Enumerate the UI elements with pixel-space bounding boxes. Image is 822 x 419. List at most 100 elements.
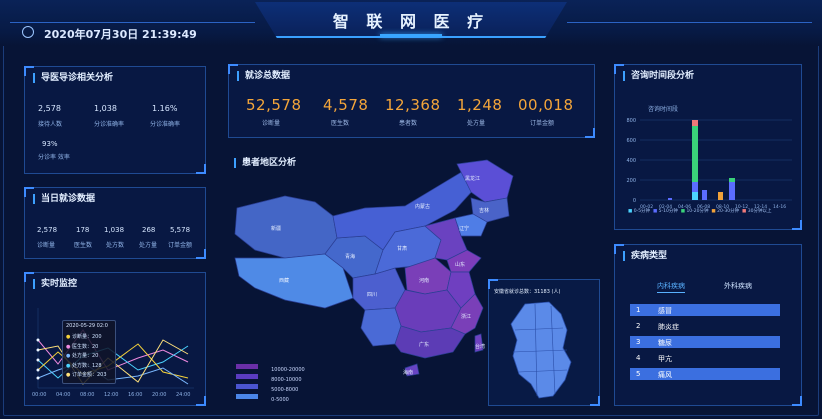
list-item[interactable]: 1 感冒: [630, 304, 780, 316]
today-item-value: 1,038: [104, 226, 125, 234]
y-tick-label: 400: [626, 158, 636, 164]
tab-surgery[interactable]: 外科疾病: [724, 282, 752, 290]
reg-item-label: 分诊准确率: [94, 121, 125, 128]
province-xizang: [234, 253, 354, 309]
y-tick-label: 800: [626, 118, 636, 124]
list-item[interactable]: 3 糖尿: [630, 336, 780, 348]
province-label: 浙江: [461, 313, 471, 320]
header-line-left: [10, 22, 255, 23]
total-value: 00,018: [518, 96, 574, 114]
total-label: 订单金额: [530, 120, 555, 127]
total-value: 4,578: [323, 96, 369, 114]
bar-segment: [692, 126, 698, 182]
x-tick-label: 14-16: [773, 204, 786, 210]
list-item[interactable]: 4 甲亢: [636, 354, 672, 363]
province-label: 台湾: [475, 343, 485, 350]
y-tick-label: 0: [633, 198, 636, 204]
tooltip-row: ● 订单金额：203: [66, 372, 107, 378]
legend-label: 0-5000: [271, 397, 289, 403]
title-plate: [255, 2, 567, 38]
x-tick-label: 12-14: [754, 204, 767, 210]
y-tick-label: 600: [626, 138, 636, 144]
total-value: 1,248: [457, 96, 503, 114]
bar-segment: [718, 192, 723, 200]
province-label: 西藏: [279, 277, 289, 284]
datetime: 2020年07月30日 21:39:49: [44, 28, 197, 41]
x-tick-label: 24:00: [176, 392, 190, 398]
legend-label: 10-20分钟: [686, 209, 709, 214]
list-item[interactable]: 5 痛风: [630, 368, 780, 380]
totals-panel: 就诊总数据: [228, 64, 595, 138]
today-item-value: 178: [76, 226, 90, 234]
today-item-value: 268: [142, 226, 156, 234]
reg-item-value: 1,038: [94, 104, 117, 113]
disease-title: 疾病类型: [623, 251, 667, 261]
reg-item-value: 1.16%: [152, 104, 178, 113]
bar-segment: [729, 182, 735, 200]
today-item-label: 处方数: [106, 242, 125, 249]
today-item-label: 处方量: [139, 242, 158, 249]
province-label: 山东: [455, 261, 465, 268]
x-tick-label: 08:00: [80, 392, 94, 398]
x-tick-label: 20:00: [152, 392, 166, 398]
tooltip-date: 2020-05-29 02:0: [66, 323, 108, 329]
today-item-value: 2,578: [37, 226, 58, 234]
today-item-label: 诊断量: [37, 242, 56, 249]
total-label: 诊断量: [262, 120, 281, 127]
total-value: 52,578: [246, 96, 302, 114]
today-data-title: 当日就诊数据: [33, 194, 95, 204]
map-title: 患者地区分析: [234, 158, 296, 168]
realtime-title: 实时监控: [33, 279, 77, 289]
map-legend: 10000-20000 8000-10000 5000-8000 0-5000: [236, 356, 305, 403]
china-map[interactable]: 黑龙江 吉林 辽宁 内蒙古 新疆 西藏 青海 甘肃 四川 河南 山东 浙江 广东…: [225, 158, 595, 388]
legend-label: 20-30分钟: [717, 209, 740, 214]
province-label: 新疆: [271, 225, 281, 232]
legend-label: 5-10分钟: [658, 209, 678, 214]
bar-segment: [692, 120, 698, 126]
inset-map-title: 安徽省就诊总数：31183 (人): [494, 289, 561, 295]
tab-internal[interactable]: 内科疾病: [657, 281, 685, 293]
title-glow: [380, 34, 442, 37]
x-tick-label: 04-06: [678, 204, 691, 210]
consult-time-panel: 咨询时间段分析: [614, 64, 802, 230]
x-tick-label: 02-04: [659, 204, 672, 210]
province-label: 广东: [419, 341, 429, 348]
today-item-label: 订单金额: [168, 242, 193, 249]
registration-analysis-title: 导医导诊相关分析: [33, 73, 113, 83]
province-label: 四川: [367, 292, 377, 298]
province-hainan: [404, 363, 420, 377]
x-tick-label: 00:00: [32, 392, 46, 398]
bar-segment: [668, 198, 672, 200]
today-item-label: 医生数: [74, 242, 93, 249]
chart-tooltip: 2020-05-29 02:0 ● 诊断量：200 ● 医生数：20 ● 处方量…: [62, 320, 116, 384]
province-label: 黑龙江: [465, 175, 480, 182]
province-label: 甘肃: [397, 245, 407, 252]
x-tick-label: 04:00: [56, 392, 70, 398]
today-item-value: 5,578: [170, 226, 191, 234]
reg-item-label: 接待人数: [38, 121, 63, 128]
x-tick-label: 12:00: [104, 392, 118, 398]
x-tick-label: 10-12: [735, 204, 748, 210]
reg-extra-label: 分诊率 效率: [38, 154, 70, 161]
list-item[interactable]: 2 肺炎症: [636, 322, 679, 331]
reg-item-value: 2,578: [38, 104, 61, 113]
reg-extra-value: 93%: [42, 140, 58, 148]
anhui-map[interactable]: [505, 300, 585, 402]
province-label: 辽宁: [459, 225, 469, 232]
province-yunnan: [360, 307, 402, 347]
province-label: 青海: [345, 253, 355, 260]
province-hunan: [394, 289, 462, 333]
total-label: 患者数: [399, 120, 418, 127]
legend-label: 5000-8000: [271, 387, 299, 393]
registration-analysis-panel: 导医导诊相关分析: [24, 66, 206, 174]
consult-time-title: 咨询时间段分析: [623, 71, 694, 81]
province-guangdong: [394, 325, 466, 359]
header-line-right: [567, 22, 812, 23]
x-tick-label: 16:00: [128, 392, 142, 398]
bar-segment: [729, 178, 735, 182]
today-data-panel: 当日就诊数据: [24, 187, 206, 259]
legend-label: 10000-20000: [271, 367, 305, 373]
totals-title: 就诊总数据: [237, 71, 290, 81]
bar-segment: [692, 192, 698, 200]
total-label: 处方量: [467, 120, 486, 127]
